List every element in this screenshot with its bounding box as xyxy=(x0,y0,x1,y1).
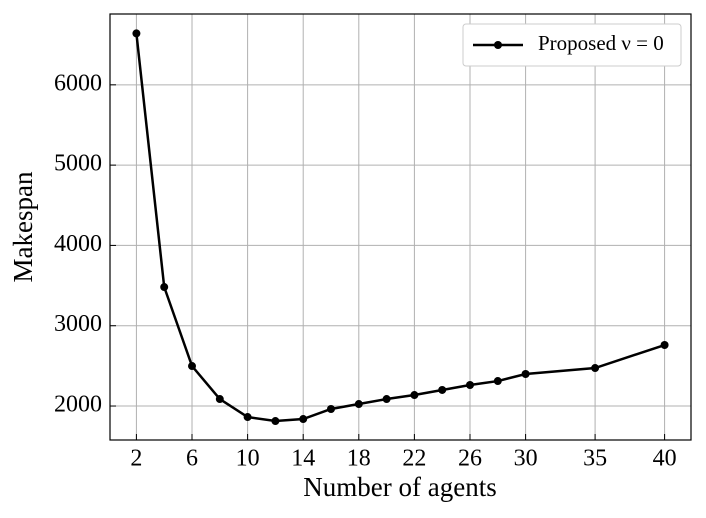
x-tick-label: 35 xyxy=(583,446,607,472)
data-point xyxy=(382,395,391,404)
data-point xyxy=(327,405,336,414)
x-tick-label: 6 xyxy=(186,446,198,472)
data-point xyxy=(493,377,502,386)
data-point xyxy=(354,400,363,409)
plot-frame xyxy=(109,13,692,441)
x-tick-label: 10 xyxy=(236,446,260,472)
data-point xyxy=(410,391,419,400)
data-point xyxy=(215,395,224,404)
data-point xyxy=(465,380,474,389)
data-point xyxy=(271,417,280,426)
x-tick-label: 14 xyxy=(291,446,315,472)
legend-marker xyxy=(494,41,502,49)
y-tick-label: 2000 xyxy=(54,392,102,418)
x-tick-label: 2 xyxy=(130,446,142,472)
data-point xyxy=(660,341,669,350)
y-tick-label: 6000 xyxy=(54,70,102,96)
legend-label: Proposed ν = 0 xyxy=(538,31,664,55)
y-tick-label: 3000 xyxy=(54,311,102,337)
data-point xyxy=(591,364,600,373)
data-point xyxy=(188,362,197,371)
x-tick-label: 30 xyxy=(514,446,538,472)
data-point xyxy=(521,369,530,378)
data-point xyxy=(160,283,169,292)
data-point xyxy=(132,29,141,38)
legend-box xyxy=(462,23,682,67)
y-tick-label: 5000 xyxy=(54,151,102,177)
x-tick-label: 26 xyxy=(458,446,482,472)
x-tick-label: 22 xyxy=(402,446,426,472)
series-line xyxy=(135,33,665,423)
y-axis-label: Makespan xyxy=(8,171,38,282)
data-point xyxy=(438,385,447,394)
x-axis-label: Number of agents xyxy=(303,472,496,502)
x-tick-label: 40 xyxy=(653,446,677,472)
y-tick-label: 4000 xyxy=(54,231,102,257)
data-point xyxy=(299,415,308,424)
data-point xyxy=(243,413,252,422)
x-tick-label: 18 xyxy=(347,446,371,472)
